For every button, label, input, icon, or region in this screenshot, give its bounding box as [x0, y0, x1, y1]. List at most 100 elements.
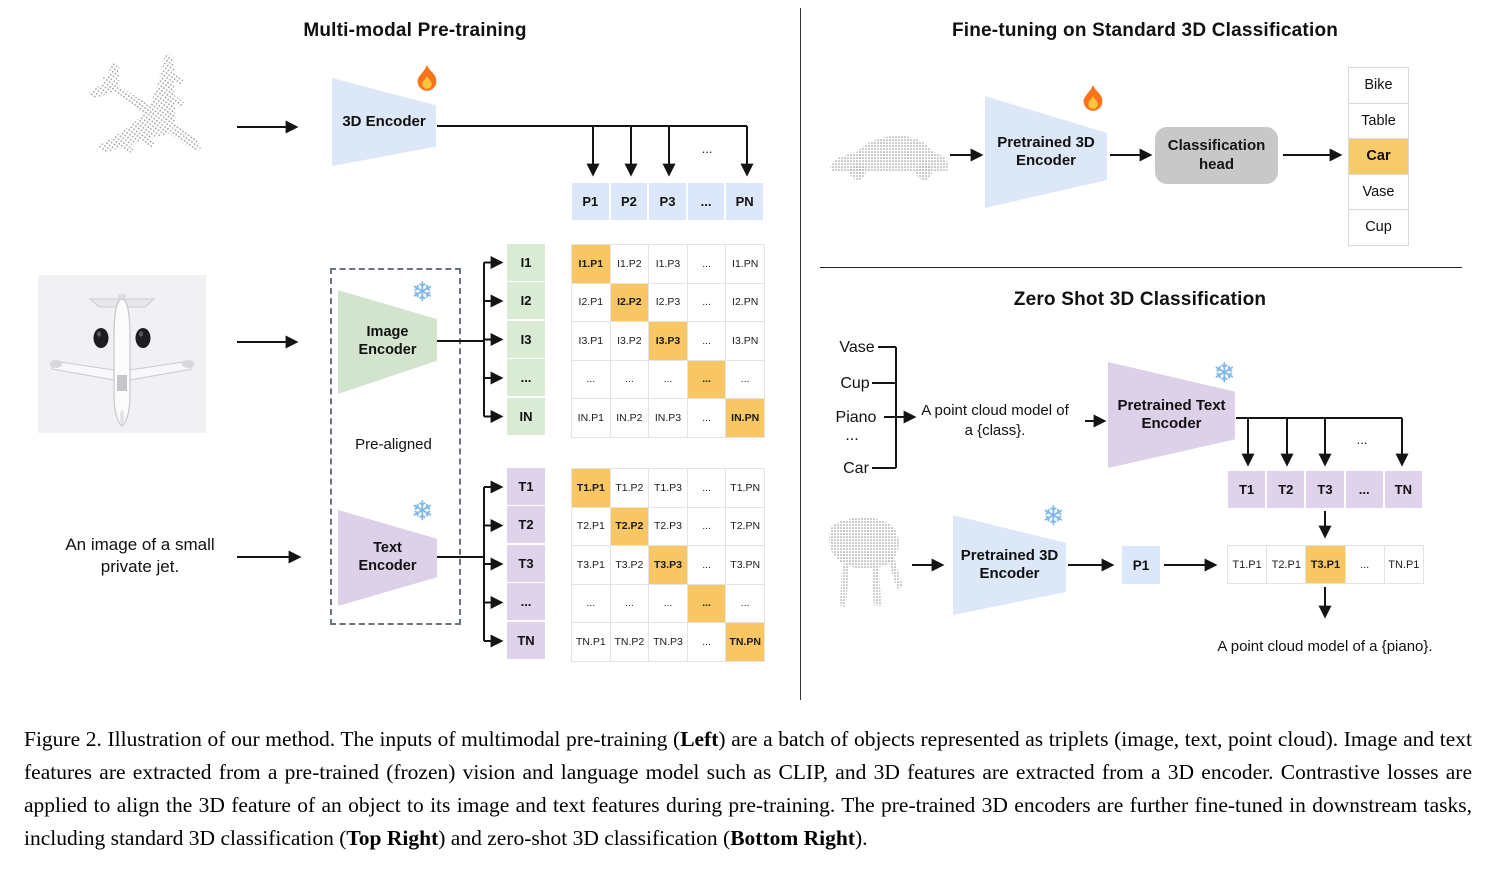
matrix-cell: ...: [687, 584, 727, 623]
matrix-cell: I2.P1: [572, 283, 611, 322]
matrix-cell: ...: [687, 546, 727, 585]
airplane-photo: [38, 275, 206, 433]
text-similarity-matrix: T1.P1 T1.P2 T1.P3... T1.PN T2.P1 T2.P2 T2.P3..…: [571, 468, 765, 662]
similarity-cell: T3.P1: [1306, 546, 1346, 584]
p-feature-cell: ...: [687, 183, 725, 220]
t-feature-cell: T1: [1228, 471, 1266, 508]
matrix-cell: I3.P3: [649, 322, 688, 361]
matrix-cell: ...: [649, 584, 688, 623]
caption-segment: ) and zero-shot 3D classification (: [438, 826, 731, 850]
zs-pretrained-3d-encoder-label: Pretrained 3D Encoder: [960, 546, 1059, 582]
jet-text-input: An image of a small private jet.: [65, 535, 215, 577]
matrix-cell: IN.P3: [649, 399, 688, 438]
fine-tune-title: Fine-tuning on Standard 3D Classificatio…: [951, 20, 1339, 41]
class-item: Car: [1349, 139, 1409, 175]
left-panel-title: Multi-modal Pre-training: [303, 20, 527, 41]
text-encoder-label: Text Encoder: [358, 540, 417, 574]
matrix-cell: I2.P2: [610, 283, 650, 322]
matrix-cell: T1.P3: [649, 469, 688, 508]
image-feature-cell: ...: [507, 359, 545, 397]
zs-prompt-text: A point cloud model of a {class}.: [921, 402, 1069, 439]
p-feature-row: P1 P2 P3... PN: [572, 183, 763, 220]
image-feature-cell: I1: [507, 244, 545, 281]
p-fan-ellipsis: ...: [701, 141, 713, 156]
svg-text:✈: ✈: [35, 48, 235, 220]
similarity-cell: ...: [1345, 546, 1385, 584]
similarity-cell: T2.P1: [1267, 546, 1307, 584]
matrix-cell: ...: [687, 623, 727, 662]
caption-segment: ).: [855, 826, 868, 850]
caption-segment: ) are a batch of objects represented as …: [24, 727, 1473, 850]
caption-bold-segment: Left: [680, 727, 719, 751]
matrix-cell: ...: [610, 584, 650, 623]
matrix-cell: T3.P1: [572, 546, 611, 585]
matrix-cell: IN.P1: [572, 399, 611, 438]
matrix-cell: T3.PN: [726, 546, 765, 585]
matrix-cell: ...: [687, 322, 727, 361]
image-feature-cell: I3: [507, 320, 545, 358]
matrix-cell: ...: [572, 584, 611, 623]
p-feature-cell: P2: [610, 183, 648, 220]
matrix-cell: T1.P2: [610, 469, 650, 508]
text-feature-cell: T3: [507, 544, 545, 582]
zs-class-vase: Vase: [839, 339, 875, 356]
right-panel-divider: [820, 267, 1462, 268]
matrix-cell: I2.P3: [649, 283, 688, 322]
p-feature-cell: P1: [572, 183, 609, 220]
pre-aligned-label: Pre-aligned: [355, 436, 432, 453]
p-feature-cell: P3: [649, 183, 686, 220]
matrix-cell: ...: [687, 360, 727, 399]
classification-head: Classification head: [1155, 127, 1278, 184]
class-list: Bike Table Car Vase Cup: [1348, 67, 1409, 246]
matrix-cell: T2.P2: [610, 507, 650, 546]
snowflake-icon: ❄: [1213, 358, 1236, 389]
matrix-cell: IN.P2: [610, 399, 650, 438]
t-feature-cell: T3: [1306, 471, 1344, 508]
matrix-cell: ...: [726, 584, 765, 623]
text-feature-column: T1 T2 T3... TN: [507, 468, 545, 659]
snowflake-icon: ❄: [411, 277, 434, 308]
zs-class-car: Car: [843, 460, 869, 477]
figure-caption: Figure 2. Illustration of our method. Th…: [24, 723, 1472, 855]
image-similarity-matrix: I1.P1 I1.P2 I1.P3... I1.PN I2.P1 I2.P2 I2.P3..…: [571, 244, 765, 438]
matrix-cell: ...: [687, 399, 727, 438]
matrix-cell: ...: [726, 360, 765, 399]
flame-icon: [1083, 85, 1103, 111]
image-feature-cell: I2: [507, 282, 545, 320]
zs-result-text: A point cloud model of a {piano}.: [1217, 638, 1433, 655]
class-item: Cup: [1349, 210, 1409, 246]
text-feature-cell: TN: [507, 621, 545, 659]
matrix-cell: ...: [687, 507, 727, 546]
caption-segment: Figure 2. Illustration of our method. Th…: [24, 727, 681, 751]
matrix-cell: I1.P3: [649, 245, 688, 284]
pre-aligned-box: [330, 268, 461, 625]
matrix-cell: I1.PN: [726, 245, 765, 284]
airplane-point-cloud: ✈: [35, 48, 235, 220]
classification-head-label: Classification head: [1167, 136, 1266, 173]
matrix-cell: TN.PN: [726, 623, 765, 662]
matrix-cell: ...: [687, 245, 727, 284]
zero-shot-title: Zero Shot 3D Classification: [1013, 289, 1267, 310]
matrix-cell: I1.P2: [610, 245, 650, 284]
t-feature-cell: TN: [1384, 471, 1422, 508]
airplane-photo-art: [50, 294, 194, 427]
text-feature-cell: T1: [507, 468, 545, 505]
class-item: Vase: [1349, 174, 1409, 210]
matrix-cell: T2.PN: [726, 507, 765, 546]
matrix-cell: I1.P1: [572, 245, 611, 284]
t-feature-row: T1 T2 T3... TN: [1228, 471, 1422, 508]
zs-class-piano: Piano: [835, 409, 877, 426]
t-feature-cell: T2: [1267, 471, 1305, 508]
panel-divider: [800, 8, 801, 700]
matrix-cell: TN.P2: [610, 623, 650, 662]
matrix-cell: IN.PN: [726, 399, 765, 438]
matrix-cell: T3.P3: [649, 546, 688, 585]
matrix-cell: ...: [687, 469, 727, 508]
image-feature-cell: IN: [507, 397, 545, 435]
similarity-cell: TN.P1: [1384, 546, 1424, 584]
zs-fan-ellipsis: ...: [1356, 432, 1368, 447]
p1-feature-box: P1: [1122, 546, 1160, 584]
matrix-cell: T1.P1: [572, 469, 611, 508]
flame-icon: [417, 65, 437, 91]
